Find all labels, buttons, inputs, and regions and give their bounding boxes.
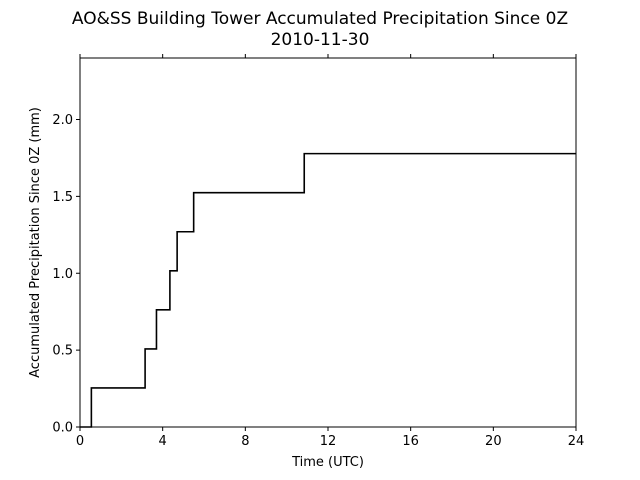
y-tick-label: 0.5 (52, 344, 73, 359)
x-tick-label: 16 (402, 434, 419, 449)
y-axis-label: Accumulated Precipitation Since 0Z (mm) (28, 107, 43, 378)
y-tick-label: 2.0 (52, 113, 73, 128)
series-line (80, 152, 576, 428)
y-axis-ticks: 0.0 0.5 1.0 1.5 2.0 (52, 113, 80, 436)
chart-title: AO&SS Building Tower Accumulated Precipi… (72, 9, 568, 29)
x-tick-label: 0 (76, 434, 84, 449)
plot-frame (79, 57, 577, 428)
x-tick-label: 12 (320, 434, 337, 449)
chart-subtitle: 2010-11-30 (271, 30, 370, 50)
x-tick-label: 4 (159, 434, 167, 449)
x-axis-ticks: 0 4 8 12 16 20 24 (76, 54, 584, 449)
x-tick-label: 24 (568, 434, 585, 449)
x-tick-label: 8 (241, 434, 249, 449)
y-tick-label: 1.0 (52, 267, 73, 282)
y-tick-label: 0.0 (52, 421, 73, 436)
x-axis-label: Time (UTC) (291, 455, 364, 470)
x-tick-label: 20 (485, 434, 502, 449)
y-tick-label: 1.5 (52, 190, 73, 205)
